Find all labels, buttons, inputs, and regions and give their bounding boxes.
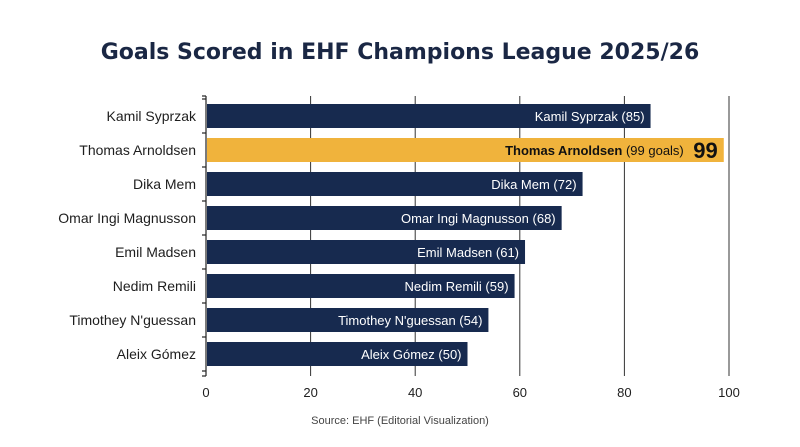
y-tick-label: Omar Ingi Magnusson [58, 210, 196, 226]
bar [207, 172, 583, 196]
x-tick-label: 60 [513, 385, 527, 400]
x-tick-label: 40 [408, 385, 422, 400]
y-tick-label: Nedim Remili [113, 278, 196, 294]
y-axis-tick-labels: Kamil Syprzak Thomas Arnoldsen Dika Mem Oma… [58, 108, 197, 362]
x-tick-label: 0 [202, 385, 209, 400]
bar [207, 206, 562, 230]
y-tick-label: Emil Madsen [115, 244, 196, 260]
y-tick-label: Kamil Syprzak [107, 108, 197, 124]
x-tick-label: 100 [718, 385, 740, 400]
bar-value-label: Nedim Remili (59) [405, 279, 509, 294]
bar [207, 138, 724, 162]
source-note: Source: EHF (Editorial Visualization) [311, 415, 489, 427]
y-tick-label: Aleix Gómez [117, 346, 196, 362]
x-tick-label: 80 [617, 385, 631, 400]
bar-value-label: Omar Ingi Magnusson (68) [401, 211, 556, 226]
bar [207, 308, 489, 332]
bar-value-label: Kamil Syprzak (85) [535, 109, 645, 124]
y-tick-label: Thomas Arnoldsen [79, 142, 196, 158]
y-tick-label: Dika Mem [133, 176, 196, 192]
bar-value-label: Dika Mem (72) [491, 177, 576, 192]
highlight-bar-label: Thomas Arnoldsen (99 goals) [505, 143, 684, 158]
x-axis-tick-labels: 0 20 40 60 80 100 [202, 385, 739, 400]
bar-value-label: Emil Madsen (61) [417, 245, 519, 260]
x-tick-label: 20 [303, 385, 317, 400]
highlight-detail: (99 goals) [626, 143, 684, 158]
bar-value-label: Aleix Gómez (50) [361, 347, 461, 362]
highlight-value-label: 99 [693, 138, 717, 163]
bar [207, 240, 526, 264]
bar [207, 342, 468, 366]
chart-title: Goals Scored in EHF Champions League 202… [100, 40, 700, 65]
bar [207, 104, 651, 128]
bar-value-label: Timothey N'guessan (54) [338, 313, 482, 328]
highlight-name: Thomas Arnoldsen [505, 143, 626, 158]
y-tick-label: Timothey N'guessan [69, 312, 196, 328]
bars: Kamil Syprzak (85) 99 Thomas Arnoldsen (99… [207, 104, 724, 366]
bar [207, 274, 515, 298]
